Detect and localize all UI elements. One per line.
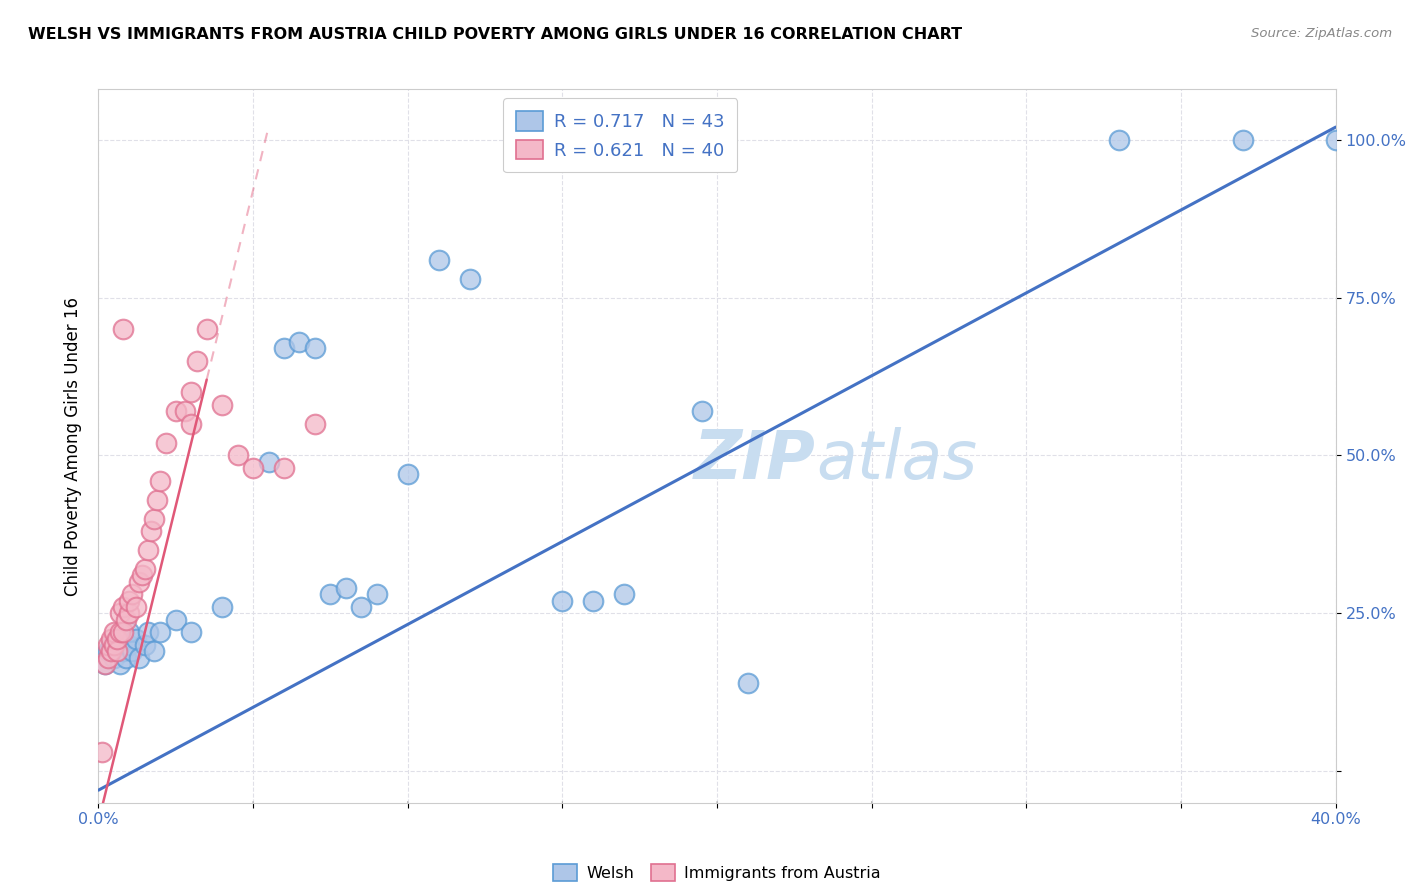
Point [551,593,574,607]
Point [335,581,357,595]
Point [105,632,128,646]
Point [93,657,115,671]
Point [149,474,172,488]
Point [131,568,153,582]
Point [112,600,135,615]
Point [108,607,131,621]
Point [257,455,280,469]
Point [427,252,450,267]
Point [105,644,128,658]
Point [273,341,295,355]
Point [128,574,150,589]
Point [582,593,605,607]
Point [112,625,135,640]
Point [211,398,233,412]
Point [118,593,141,607]
Point [195,322,218,336]
Point [690,404,713,418]
Point [180,417,202,431]
Point [458,271,481,285]
Point [180,385,202,400]
Point [121,587,143,601]
Point [97,638,120,652]
Point [350,600,373,615]
Point [112,644,135,658]
Point [134,638,156,652]
Point [100,638,122,652]
Point [366,587,388,601]
Point [112,632,135,646]
Point [112,322,135,336]
Text: 40.0%: 40.0% [1310,813,1361,827]
Point [100,632,122,646]
Point [108,638,131,652]
Point [1324,133,1347,147]
Point [105,632,128,646]
Point [103,650,125,665]
Point [1108,133,1130,147]
Point [242,461,264,475]
Point [136,543,159,558]
Point [121,644,143,658]
Point [174,404,197,418]
Point [118,625,141,640]
Point [737,675,759,690]
Point [115,650,138,665]
Point [165,404,187,418]
Point [613,587,636,601]
Point [155,435,177,450]
Point [108,657,131,671]
Point [93,657,115,671]
Point [103,638,125,652]
Y-axis label: Child Poverty Among Girls Under 16: Child Poverty Among Girls Under 16 [63,296,82,596]
Point [165,613,187,627]
Point [180,625,202,640]
Text: WELSH VS IMMIGRANTS FROM AUSTRIA CHILD POVERTY AMONG GIRLS UNDER 16 CORRELATION : WELSH VS IMMIGRANTS FROM AUSTRIA CHILD P… [28,27,962,42]
Point [115,613,138,627]
Point [97,644,120,658]
Point [226,449,249,463]
Point [124,600,146,615]
Point [1232,133,1254,147]
Point [108,625,131,640]
Point [143,511,166,525]
Point [396,467,419,482]
Point [146,492,169,507]
Point [97,650,120,665]
Text: ZIP: ZIP [695,427,815,493]
Text: 0.0%: 0.0% [79,813,118,827]
Legend: Welsh, Immigrants from Austria: Welsh, Immigrants from Austria [547,857,887,888]
Point [304,341,326,355]
Point [136,625,159,640]
Point [149,625,172,640]
Text: Source: ZipAtlas.com: Source: ZipAtlas.com [1251,27,1392,40]
Point [134,562,156,576]
Point [124,632,146,646]
Point [288,334,311,349]
Point [319,587,342,601]
Point [105,644,128,658]
Text: atlas: atlas [815,427,977,493]
Point [118,607,141,621]
Point [304,417,326,431]
Point [211,600,233,615]
Point [100,644,122,658]
Point [273,461,295,475]
Point [128,650,150,665]
Point [139,524,162,539]
Point [103,638,125,652]
Point [186,353,208,368]
Point [143,644,166,658]
Point [103,625,125,640]
Point [118,638,141,652]
Point [90,745,112,759]
